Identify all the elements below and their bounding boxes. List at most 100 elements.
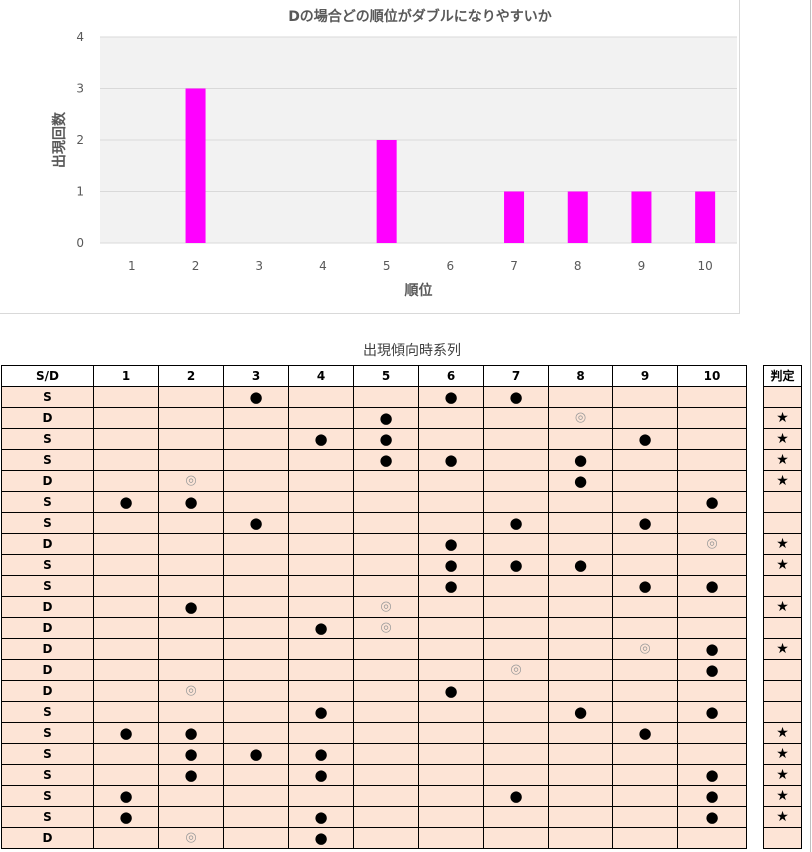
row-type-cell[interactable]: D [1, 407, 94, 429]
empty-cell[interactable] [548, 386, 613, 408]
star-icon[interactable]: ★ [763, 428, 802, 450]
dot-mark[interactable]: ● [612, 428, 678, 450]
empty-cell[interactable] [223, 554, 289, 576]
empty-cell[interactable] [223, 470, 289, 492]
empty-cell[interactable] [93, 638, 159, 660]
empty-cell[interactable] [223, 701, 289, 723]
row-type-cell[interactable]: S [1, 512, 94, 534]
empty-cell[interactable] [288, 407, 354, 429]
row-type-cell[interactable]: S [1, 449, 94, 471]
empty-cell[interactable] [223, 806, 289, 828]
empty-cell[interactable] [353, 638, 419, 660]
empty-cell[interactable] [548, 680, 613, 702]
empty-cell[interactable] [353, 491, 419, 513]
empty-cell[interactable] [483, 470, 549, 492]
empty-cell[interactable] [483, 617, 549, 639]
empty-cell[interactable] [483, 596, 549, 618]
row-type-cell[interactable]: D [1, 596, 94, 618]
empty-cell[interactable] [353, 701, 419, 723]
dot-mark[interactable]: ● [288, 743, 354, 765]
empty-cell[interactable] [418, 743, 484, 765]
empty-cell[interactable] [353, 470, 419, 492]
empty-cell[interactable] [418, 596, 484, 618]
dot-mark[interactable]: ● [93, 722, 159, 744]
row-type-cell[interactable]: S [1, 554, 94, 576]
empty-cell[interactable] [612, 680, 678, 702]
empty-cell[interactable] [158, 533, 224, 555]
empty-cell[interactable] [612, 449, 678, 471]
empty-cell[interactable] [353, 806, 419, 828]
dot-mark[interactable]: ● [418, 533, 484, 555]
empty-cell[interactable] [223, 638, 289, 660]
empty-cell[interactable] [612, 470, 678, 492]
empty-cell[interactable] [483, 533, 549, 555]
row-type-cell[interactable]: S [1, 764, 94, 786]
dot-mark[interactable]: ● [483, 512, 549, 534]
judge-cell[interactable] [763, 386, 802, 408]
judge-cell[interactable] [763, 617, 802, 639]
double-circle-mark[interactable]: ◎ [353, 596, 419, 618]
empty-cell[interactable] [548, 806, 613, 828]
empty-cell[interactable] [612, 554, 678, 576]
empty-cell[interactable] [93, 470, 159, 492]
empty-cell[interactable] [223, 722, 289, 744]
empty-cell[interactable] [612, 743, 678, 765]
star-icon[interactable]: ★ [763, 638, 802, 660]
empty-cell[interactable] [93, 764, 159, 786]
row-type-cell[interactable]: S [1, 701, 94, 723]
row-type-cell[interactable]: S [1, 743, 94, 765]
row-type-cell[interactable]: D [1, 638, 94, 660]
empty-cell[interactable] [418, 827, 484, 849]
double-circle-mark[interactable]: ◎ [483, 659, 549, 681]
empty-cell[interactable] [548, 785, 613, 807]
dot-mark[interactable]: ● [158, 491, 224, 513]
empty-cell[interactable] [612, 659, 678, 681]
row-type-cell[interactable]: D [1, 680, 94, 702]
double-circle-mark[interactable]: ◎ [158, 827, 224, 849]
dot-mark[interactable]: ● [418, 386, 484, 408]
empty-cell[interactable] [288, 638, 354, 660]
empty-cell[interactable] [548, 491, 613, 513]
empty-cell[interactable] [612, 806, 678, 828]
empty-cell[interactable] [612, 701, 678, 723]
dot-mark[interactable]: ● [677, 491, 747, 513]
dot-mark[interactable]: ● [418, 680, 484, 702]
empty-cell[interactable] [483, 701, 549, 723]
empty-cell[interactable] [93, 659, 159, 681]
empty-cell[interactable] [353, 680, 419, 702]
empty-cell[interactable] [93, 449, 159, 471]
empty-cell[interactable] [288, 554, 354, 576]
empty-cell[interactable] [483, 680, 549, 702]
empty-cell[interactable] [418, 407, 484, 429]
empty-cell[interactable] [548, 743, 613, 765]
dot-mark[interactable]: ● [612, 722, 678, 744]
empty-cell[interactable] [158, 554, 224, 576]
empty-cell[interactable] [158, 386, 224, 408]
judge-cell[interactable] [763, 575, 802, 597]
empty-cell[interactable] [677, 512, 747, 534]
empty-cell[interactable] [158, 701, 224, 723]
empty-cell[interactable] [353, 764, 419, 786]
dot-mark[interactable]: ● [677, 764, 747, 786]
empty-cell[interactable] [158, 659, 224, 681]
empty-cell[interactable] [158, 785, 224, 807]
dot-mark[interactable]: ● [288, 827, 354, 849]
empty-cell[interactable] [548, 659, 613, 681]
empty-cell[interactable] [288, 722, 354, 744]
empty-cell[interactable] [677, 596, 747, 618]
double-circle-mark[interactable]: ◎ [158, 680, 224, 702]
empty-cell[interactable] [418, 491, 484, 513]
empty-cell[interactable] [353, 659, 419, 681]
empty-cell[interactable] [93, 554, 159, 576]
empty-cell[interactable] [483, 407, 549, 429]
judge-cell[interactable] [763, 512, 802, 534]
dot-mark[interactable]: ● [677, 785, 747, 807]
empty-cell[interactable] [612, 596, 678, 618]
star-icon[interactable]: ★ [763, 407, 802, 429]
empty-cell[interactable] [158, 638, 224, 660]
empty-cell[interactable] [353, 743, 419, 765]
empty-cell[interactable] [483, 575, 549, 597]
dot-mark[interactable]: ● [288, 428, 354, 450]
empty-cell[interactable] [288, 680, 354, 702]
star-icon[interactable]: ★ [763, 554, 802, 576]
